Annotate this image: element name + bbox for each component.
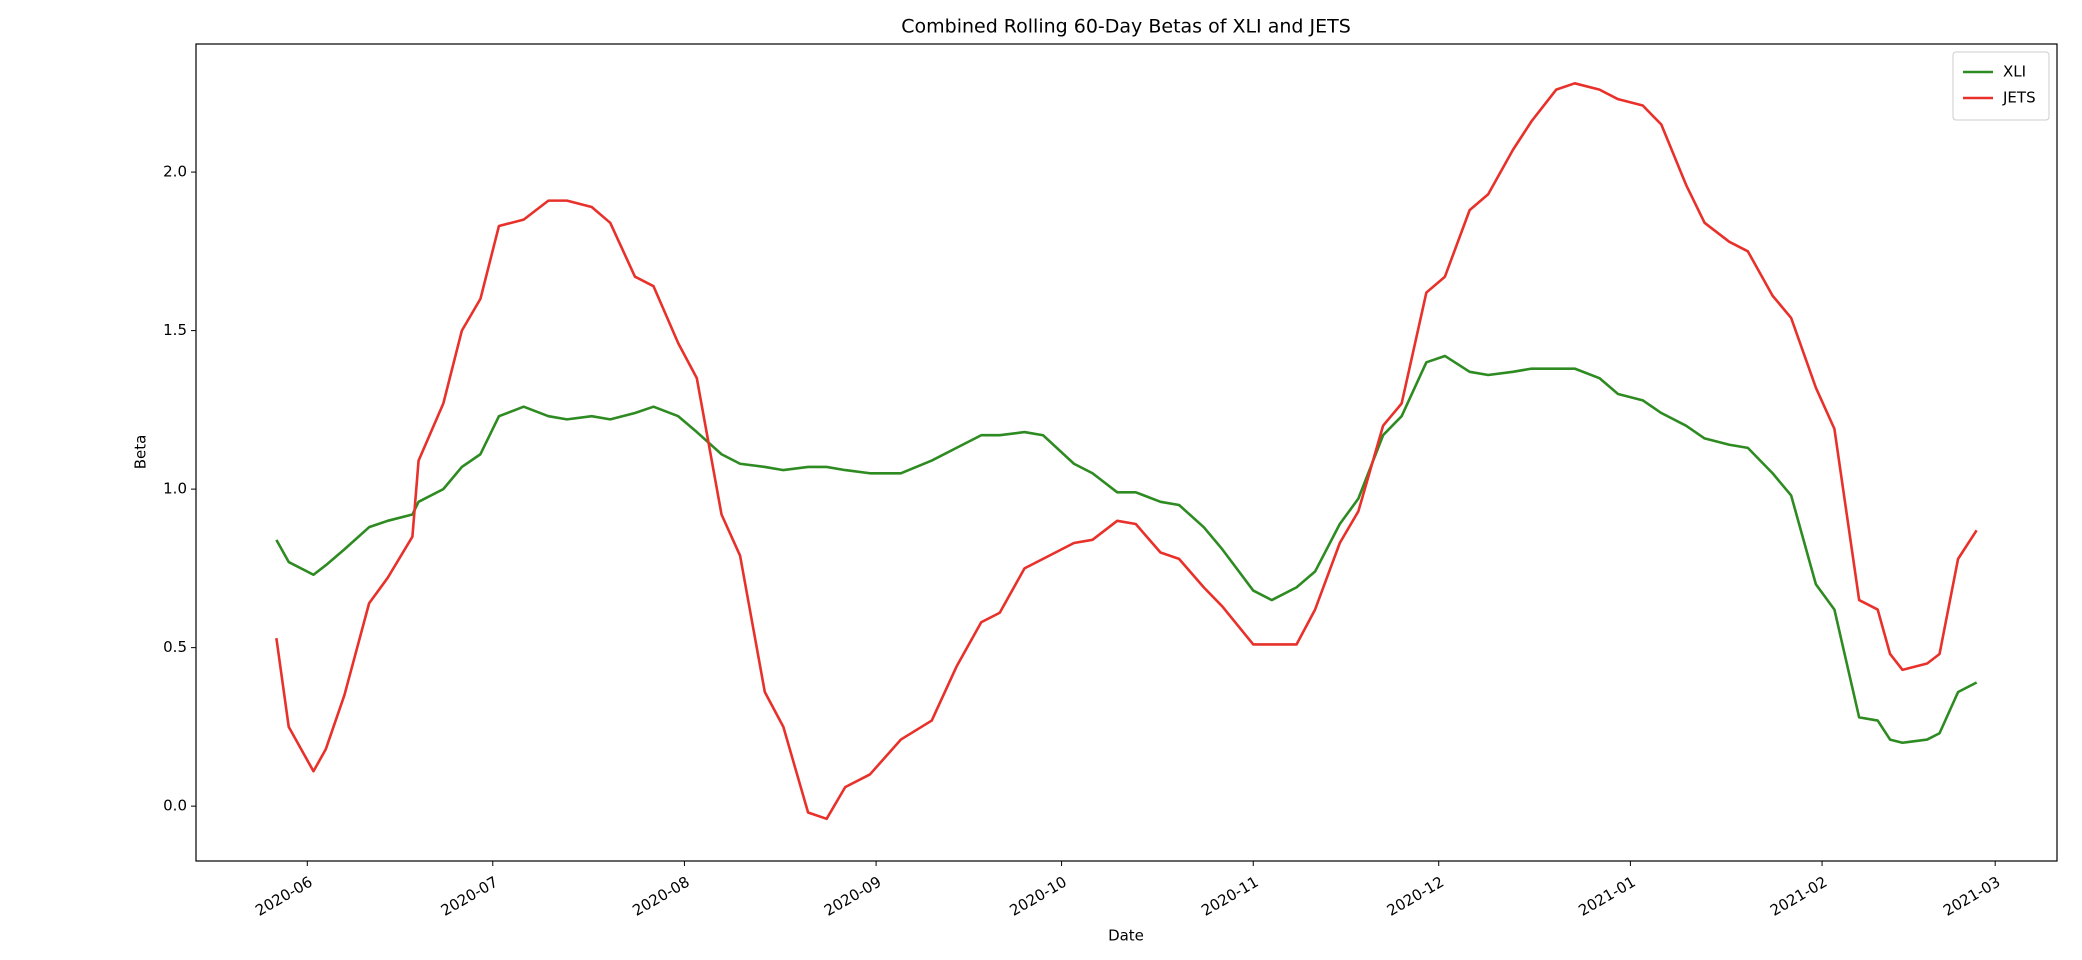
y-tick-label: 1.5 <box>163 321 187 339</box>
y-tick-label: 0.0 <box>163 797 187 815</box>
legend-label: XLI <box>2003 63 2026 81</box>
x-tick-label: 2021-03 <box>1940 873 2003 920</box>
line-series <box>275 354 1978 745</box>
x-tick-label: 2020-10 <box>1007 873 1070 920</box>
x-axis-label: Date <box>1108 927 1144 945</box>
y-tick-label: 2.0 <box>163 163 187 181</box>
x-tick-label: 2020-09 <box>821 873 884 920</box>
line-series <box>275 82 1978 821</box>
x-tick-label: 2020-11 <box>1198 873 1261 920</box>
legend-box <box>1952 51 2050 121</box>
x-tick-label: 2021-02 <box>1767 873 1830 920</box>
x-tick-label: 2020-07 <box>438 873 501 920</box>
x-tick-label: 2020-12 <box>1384 873 1447 920</box>
plot-frame <box>195 43 2058 862</box>
y-tick-label: 0.5 <box>163 638 187 656</box>
legend-label: JETS <box>2002 89 2036 107</box>
x-tick-label: 2021-01 <box>1575 873 1638 920</box>
y-axis-label: Beta <box>132 435 150 470</box>
y-tick-label: 1.0 <box>163 480 187 498</box>
chart-title: Combined Rolling 60-Day Betas of XLI and… <box>901 16 1351 38</box>
legend: XLI JETS <box>1952 51 2050 121</box>
x-tick-label: 2020-08 <box>629 873 692 920</box>
x-tick-label: 2020-06 <box>252 873 315 920</box>
